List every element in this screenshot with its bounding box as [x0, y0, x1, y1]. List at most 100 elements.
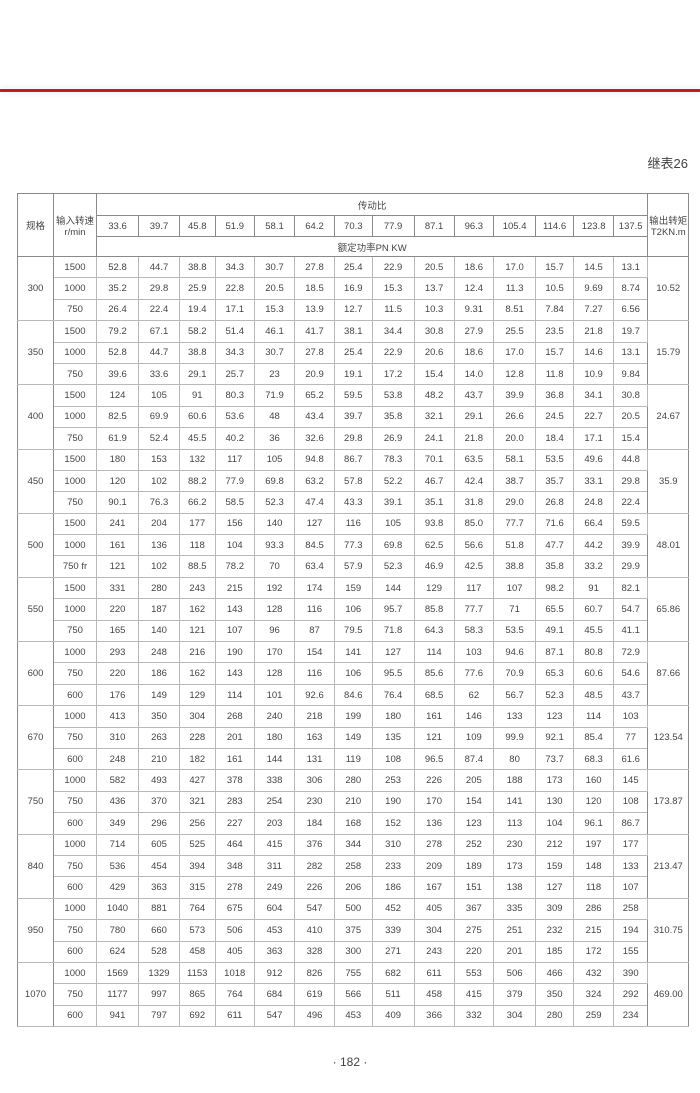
- power-cell: 54.6: [613, 662, 649, 685]
- power-cell: 119: [334, 747, 373, 771]
- power-cell: 53.5: [493, 619, 537, 643]
- power-cell: 138: [493, 876, 537, 899]
- power-cell: 104: [214, 534, 255, 557]
- power-cell: 48.2: [413, 384, 455, 407]
- spec-cell: 350: [17, 320, 54, 386]
- power-cell: 660: [138, 919, 180, 942]
- power-cell: 22.8: [214, 277, 255, 300]
- power-cell: 268: [214, 705, 255, 728]
- power-cell: 66.2: [179, 491, 216, 514]
- power-cell: 128: [254, 598, 295, 621]
- power-cell: 997: [138, 983, 180, 1006]
- power-cell: 42.5: [453, 555, 495, 578]
- power-cell: 85.4: [573, 726, 615, 749]
- power-cell: 47.4: [294, 491, 335, 514]
- power-cell: 350: [138, 705, 180, 728]
- input-speed-cell: 1500: [53, 320, 97, 343]
- power-cell: 91: [573, 576, 615, 600]
- power-cell: 63.5: [453, 448, 495, 471]
- power-cell: 58.3: [453, 619, 495, 643]
- power-cell: 280: [138, 576, 180, 600]
- power-cell: 26.6: [493, 405, 537, 429]
- power-cell: 17.0: [493, 341, 537, 364]
- power-cell: 155: [613, 940, 649, 963]
- power-cell: 167: [413, 876, 455, 899]
- power-cell: 43.7: [453, 384, 495, 407]
- power-cell: 232: [535, 919, 575, 942]
- power-cell: 310: [96, 726, 139, 749]
- power-cell: 764: [179, 897, 216, 921]
- power-cell: 241: [96, 512, 139, 536]
- power-cell: 53.6: [214, 405, 255, 429]
- table-row: 750 26.4 22.4 19.4 17.1 15.3 13.9 12.7 11.5 10.3 9…: [18, 298, 689, 322]
- power-cell: 117: [214, 448, 255, 471]
- power-cell: 7.84: [535, 298, 575, 322]
- power-cell: 34.1: [573, 384, 615, 407]
- power-cell: 14.5: [573, 255, 615, 279]
- power-cell: 283: [214, 790, 255, 814]
- power-cell: 29.8: [138, 277, 180, 300]
- power-cell: 70.1: [413, 448, 455, 471]
- power-cell: 19.1: [334, 362, 373, 386]
- power-cell: 243: [179, 576, 216, 600]
- output-torque-cell: 15.79: [647, 320, 690, 386]
- power-cell: 220: [453, 940, 495, 963]
- power-cell: 275: [453, 919, 495, 942]
- power-cell: 61.6: [613, 747, 649, 771]
- input-speed-cell: 750: [53, 662, 97, 685]
- power-cell: 201: [493, 940, 537, 963]
- power-cell: 80.3: [214, 384, 255, 407]
- power-cell: 188: [493, 769, 537, 792]
- power-cell: 35.2: [96, 277, 139, 300]
- power-cell: 300: [334, 940, 373, 963]
- power-cell: 378: [214, 769, 255, 792]
- input-speed-cell: 1000: [53, 961, 97, 985]
- power-cell: 35.8: [371, 405, 415, 429]
- power-cell: 45.5: [573, 619, 615, 643]
- power-cell: 173: [535, 769, 575, 792]
- power-cell: 87.4: [453, 747, 495, 771]
- ratio-header-cell: 45.8: [179, 215, 216, 237]
- power-cell: 93.8: [413, 512, 455, 536]
- power-cell: 410: [294, 919, 335, 942]
- power-cell: 42.4: [453, 469, 495, 493]
- input-speed-cell: 750: [53, 726, 97, 749]
- power-cell: 941: [96, 1004, 139, 1028]
- power-cell: 328: [294, 940, 335, 963]
- ratio-header-cell: 58.1: [254, 215, 295, 237]
- power-cell: 38.1: [334, 320, 373, 343]
- power-cell: 35.7: [535, 469, 575, 493]
- power-cell: 49.6: [573, 448, 615, 471]
- spec-cell: 670: [17, 705, 54, 771]
- power-cell: 17.1: [573, 427, 615, 450]
- power-cell: 553: [453, 961, 495, 985]
- power-cell: 210: [138, 747, 180, 771]
- power-cell: 20.6: [413, 341, 455, 364]
- power-cell: 145: [613, 769, 649, 792]
- input-speed-cell: 750: [53, 298, 97, 322]
- power-cell: 148: [573, 854, 615, 878]
- power-cell: 611: [214, 1004, 255, 1028]
- power-cell: 292: [613, 983, 649, 1006]
- ratio-header-cell: 123.8: [573, 215, 615, 237]
- power-cell: 71: [493, 598, 537, 621]
- power-cell: 304: [493, 1004, 537, 1028]
- power-cell: 252: [453, 833, 495, 856]
- power-cell: 127: [371, 641, 415, 664]
- power-cell: 339: [371, 919, 415, 942]
- power-cell: 259: [573, 1004, 615, 1028]
- power-cell: 204: [138, 512, 180, 536]
- power-cell: 186: [138, 662, 180, 685]
- table-row: 750 780 660 573 506 453 410 375 339 304 275 251 232 2…: [18, 919, 689, 942]
- table-row: 1000 35.2 29.8 25.9 22.8 20.5 18.5 16.9 15.3 13.7…: [18, 277, 689, 300]
- power-cell: 344: [334, 833, 373, 856]
- power-cell: 263: [138, 726, 180, 749]
- power-cell: 57.8: [334, 469, 373, 493]
- input-speed-cell: 750: [53, 362, 97, 386]
- power-cell: 141: [493, 790, 537, 814]
- power-cell: 161: [413, 705, 455, 728]
- power-cell: 881: [138, 897, 180, 921]
- power-cell: 409: [371, 1004, 415, 1028]
- power-cell: 35.8: [535, 555, 575, 578]
- spec-cell: 950: [17, 897, 54, 963]
